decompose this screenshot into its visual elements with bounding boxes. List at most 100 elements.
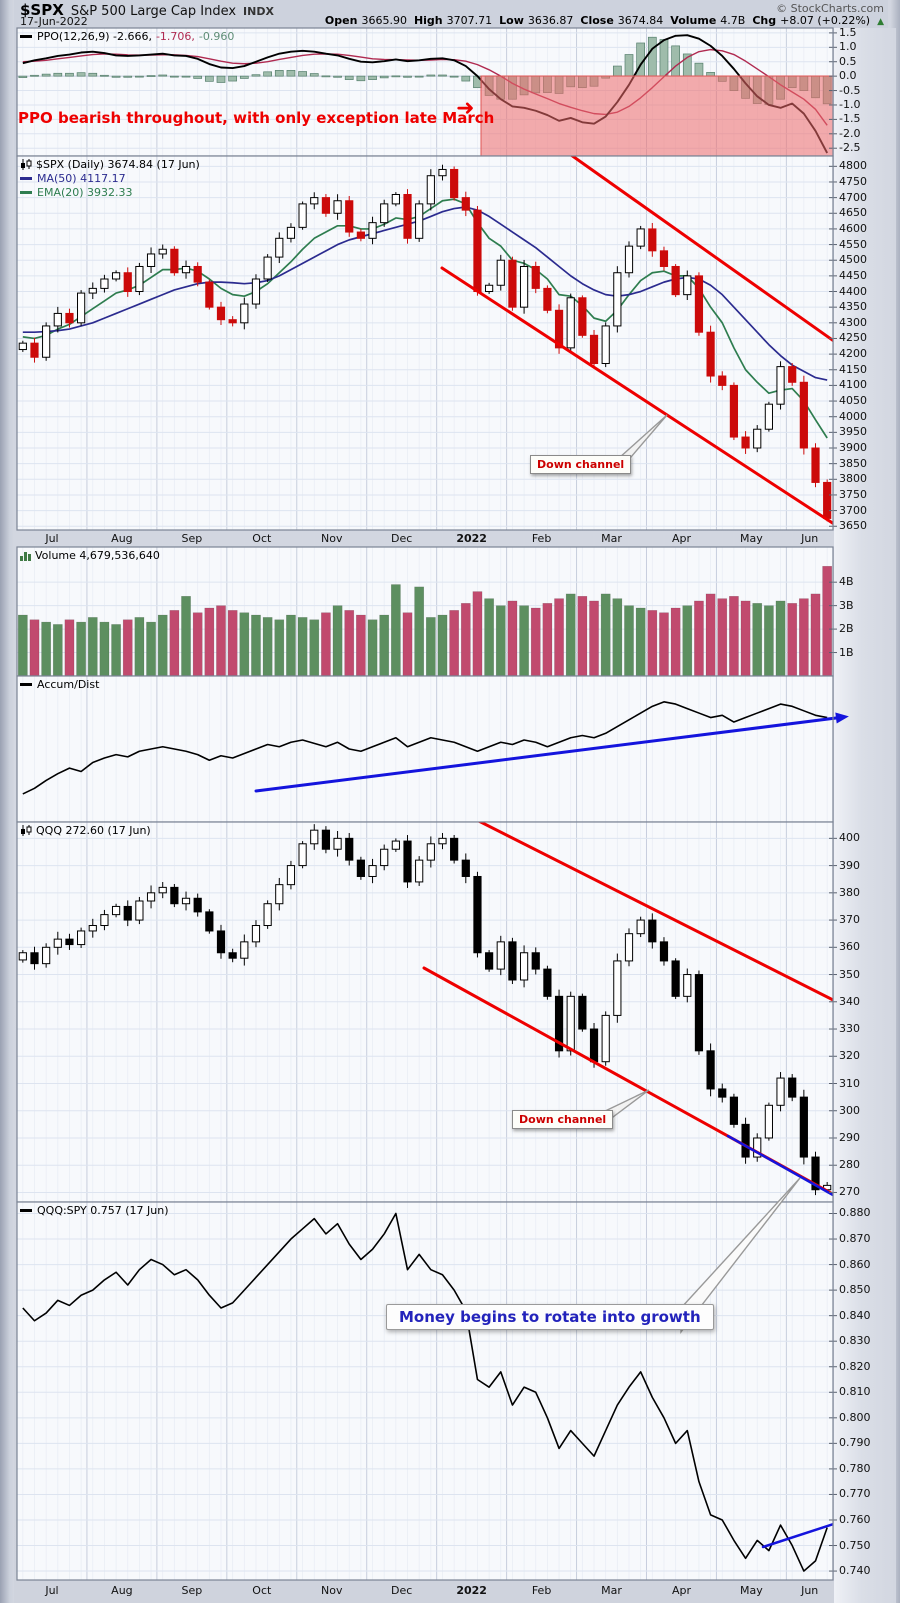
legend-text: QQQ:SPY 0.757 (17 Jun) xyxy=(37,1204,169,1217)
y-axis-label: 4350 xyxy=(839,300,867,314)
y-axis-label: 350 xyxy=(839,967,860,981)
y-axis-label: 0.870 xyxy=(839,1232,871,1246)
y-axis-label: 4250 xyxy=(839,331,867,345)
line-swatch-icon xyxy=(20,35,32,38)
y-axis-label: 3900 xyxy=(839,441,867,454)
title-row: $SPX S&P 500 Large Cap Index INDX xyxy=(20,1,274,19)
y-axis-label: 0.830 xyxy=(839,1334,871,1348)
y-axis-label: 0.750 xyxy=(839,1538,871,1552)
x-axis-label: Oct xyxy=(252,1584,272,1597)
x-axis-label: Nov xyxy=(321,1584,343,1597)
line-swatch-icon xyxy=(20,683,32,686)
qqq-panel xyxy=(16,821,837,1203)
x-axis-label: May xyxy=(740,1584,763,1597)
x-axis-label: Dec xyxy=(391,532,413,545)
y-axis-label: 4400 xyxy=(839,284,867,298)
symbol: $SPX xyxy=(20,1,64,19)
exchange-label: INDX xyxy=(243,5,274,18)
y-axis-label: 270 xyxy=(839,1185,860,1199)
spx-down-channel-label: Down channel xyxy=(530,455,632,474)
high-value: 3707.71 xyxy=(446,14,493,27)
y-axis-label: 3B xyxy=(839,598,854,612)
candlestick-icon xyxy=(20,825,32,836)
up-triangle-icon: ▲ xyxy=(877,17,884,27)
y-axis-label: 380 xyxy=(839,885,860,899)
x-axis-label: Mar xyxy=(601,1584,622,1597)
spx-panel xyxy=(16,155,837,531)
y-axis-label: 0.790 xyxy=(839,1436,871,1450)
x-axis-label: Aug xyxy=(111,1584,133,1597)
volume-value: 4.7B xyxy=(720,14,746,27)
y-axis-label: -1.0 xyxy=(839,97,861,111)
y-axis-label: 0.740 xyxy=(839,1564,871,1578)
y-axis-label: 3750 xyxy=(839,487,867,501)
legend-text: EMA(20) 3932.33 xyxy=(37,186,133,199)
y-axis-label: 360 xyxy=(839,940,860,954)
y-axis-label: 4650 xyxy=(839,206,867,220)
x-axis-label: Apr xyxy=(671,1584,691,1597)
volume-label: Volume xyxy=(670,14,717,27)
low-value: 3636.87 xyxy=(527,14,574,27)
qqqspy-legend: QQQ:SPY 0.757 (17 Jun) xyxy=(20,1204,173,1217)
y-axis-label: 1B xyxy=(839,645,854,659)
y-axis-label: 4300 xyxy=(839,315,867,329)
y-axis-label: 4700 xyxy=(839,190,867,204)
y-axis-label: 0.840 xyxy=(839,1308,871,1322)
candlestick-icon xyxy=(20,159,32,170)
high-label: High xyxy=(413,14,443,27)
volume-legend: Volume 4,679,536,640 xyxy=(20,549,164,562)
y-axis-label: 0.810 xyxy=(839,1385,871,1399)
x-axis-label: Jul xyxy=(45,1584,59,1597)
x-axis-label: Sep xyxy=(181,532,203,545)
legend-text: Accum/Dist xyxy=(37,678,100,691)
low-label: Low xyxy=(499,14,524,27)
x-axis-label: Jun xyxy=(801,532,819,545)
x-axis-label: Feb xyxy=(531,1584,552,1597)
x-axis-label: Jul xyxy=(45,532,59,545)
y-axis-label: 4000 xyxy=(839,409,867,423)
y-axis-label: -1.5 xyxy=(839,112,861,126)
spx-legend: MA(50) 4117.17 xyxy=(20,172,130,185)
chart-header: $SPX S&P 500 Large Cap Index INDX © Stoc… xyxy=(0,0,900,28)
y-axis-label: 4050 xyxy=(839,394,867,408)
volume-panel xyxy=(16,546,837,677)
line-swatch-icon xyxy=(20,191,32,194)
y-axis-label: 290 xyxy=(839,1130,860,1144)
y-axis-label: -2.5 xyxy=(839,141,861,155)
y-axis-label: 4550 xyxy=(839,237,867,251)
y-axis-label: 330 xyxy=(839,1022,860,1036)
rotation-callout-label: Money begins to rotate into growth xyxy=(386,1304,714,1330)
y-axis-label: 0.800 xyxy=(839,1410,871,1424)
line-swatch-icon xyxy=(20,1209,32,1212)
spx-legend: $SPX (Daily) 3674.84 (17 Jun) xyxy=(20,158,204,171)
legend-text: QQQ 272.60 (17 Jun) xyxy=(36,824,151,837)
qqq-down-channel-label: Down channel xyxy=(512,1110,614,1129)
chg-value: +8.07 (+0.22%) xyxy=(780,14,871,27)
y-axis-label: 2B xyxy=(839,622,854,636)
x-axis-label: May xyxy=(740,532,763,545)
y-axis-label: 310 xyxy=(839,1076,860,1090)
y-axis-label: 0.850 xyxy=(839,1283,871,1297)
y-axis-label: 4800 xyxy=(839,159,867,173)
x-axis-label: Dec xyxy=(391,1584,413,1597)
y-axis-label: 3850 xyxy=(839,456,867,470)
y-axis-label: 390 xyxy=(839,858,860,872)
y-axis-label: 400 xyxy=(839,831,860,845)
y-axis-label: 4B xyxy=(839,575,854,589)
x-axis-label: Mar xyxy=(601,532,622,545)
price-axis-column xyxy=(834,28,896,1603)
y-axis-label: 4750 xyxy=(839,174,867,188)
line-swatch-icon xyxy=(20,177,32,180)
accdist-legend: Accum/Dist xyxy=(20,678,103,691)
y-axis-label: 340 xyxy=(839,994,860,1008)
y-axis-label: 280 xyxy=(839,1158,860,1172)
quote-bar: Open 3665.90 High 3707.71 Low 3636.87 Cl… xyxy=(325,14,884,27)
left-edge-gutter xyxy=(0,0,14,1603)
y-axis-label: 300 xyxy=(839,1103,860,1117)
ppo-panel xyxy=(16,27,837,157)
accdist-panel xyxy=(16,675,849,823)
qqqspy-panel xyxy=(16,1201,837,1581)
legend-text: -0.960 xyxy=(198,30,235,43)
y-axis-label: 4200 xyxy=(839,347,867,361)
